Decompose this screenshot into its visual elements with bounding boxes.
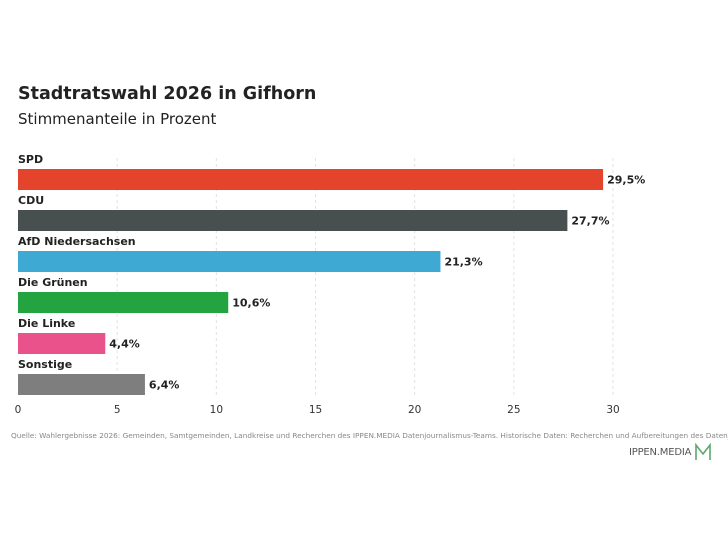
category-label: AfD Niedersachsen — [18, 235, 136, 248]
bar-chart: 0 5 10 15 20 25 30 SPD 29,5% CDU 27,7% AfD Niedersa… — [15, 153, 646, 416]
bar — [18, 292, 229, 313]
x-tick-label: 0 — [15, 404, 22, 416]
ippen-media-logo: IPPEN.MEDIA — [629, 442, 712, 462]
ippen-m-icon — [695, 443, 712, 460]
category-label: Die Grünen — [18, 276, 88, 289]
category-label: Die Linke — [18, 317, 75, 330]
x-tick-label: 20 — [408, 404, 421, 416]
bar — [18, 169, 604, 190]
category-label: SPD — [18, 153, 43, 166]
x-tick-label: 5 — [114, 404, 121, 416]
x-tick-label: 10 — [210, 404, 223, 416]
value-label: 27,7% — [571, 215, 609, 228]
category-label: CDU — [18, 194, 44, 207]
value-label: 4,4% — [109, 338, 140, 351]
category-label: Sonstige — [18, 358, 72, 371]
x-tick-label: 30 — [606, 404, 619, 416]
bar — [18, 374, 145, 395]
source-note: Quelle: Wahlergebnisse 2026: Gemeinden, … — [11, 431, 728, 440]
x-tick-label: 15 — [309, 404, 322, 416]
logo-text: IPPEN.MEDIA — [629, 446, 692, 458]
value-label: 21,3% — [444, 256, 482, 269]
bar — [18, 210, 568, 231]
value-label: 10,6% — [232, 297, 270, 310]
value-label: 29,5% — [607, 174, 645, 187]
x-tick-label: 25 — [507, 404, 520, 416]
bar — [18, 251, 441, 272]
value-label: 6,4% — [149, 379, 180, 392]
bar — [18, 333, 106, 354]
chart-subtitle: Stimmenanteile in Prozent — [18, 110, 217, 128]
chart-title: Stadtratswahl 2026 in Gifhorn — [18, 84, 317, 104]
